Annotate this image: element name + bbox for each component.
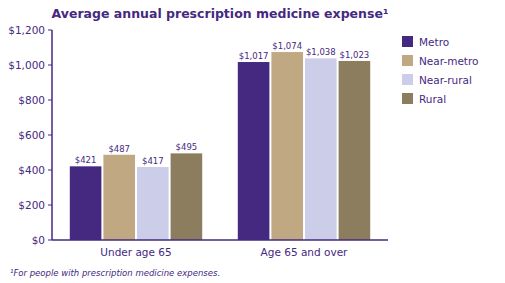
bar <box>339 61 371 240</box>
legend-swatch <box>402 36 413 47</box>
y-tick-label: $1,000 <box>8 59 45 71</box>
data-label: $417 <box>142 156 164 166</box>
x-tick-label: Age 65 and over <box>261 246 349 258</box>
legend-label: Metro <box>419 36 449 48</box>
bar <box>305 58 337 240</box>
footnote: ¹For people with prescription medicine e… <box>10 268 220 278</box>
y-tick-label: $400 <box>18 164 45 176</box>
legend-label: Near-rural <box>419 74 472 86</box>
data-label: $1,038 <box>306 47 336 57</box>
y-tick-label: $1,200 <box>8 24 45 36</box>
x-tick-label: Under age 65 <box>100 246 171 258</box>
bar <box>70 166 102 240</box>
y-tick-label: $800 <box>18 94 45 106</box>
y-tick-label: $200 <box>18 199 45 211</box>
legend-label: Rural <box>419 93 446 105</box>
legend-swatch <box>402 74 413 85</box>
legend-swatch <box>402 93 413 104</box>
x-axis <box>52 239 388 241</box>
data-label: $495 <box>176 142 198 152</box>
bar <box>238 62 270 240</box>
data-labels: $421 $487 $417 $495 $1,017$1,074 $1,038 $1,023 <box>75 41 369 166</box>
bars <box>70 52 370 240</box>
title: Average annual prescription medicine exp… <box>52 6 389 21</box>
data-label: $1,023 <box>340 50 370 60</box>
data-label: $1,074 <box>272 41 302 51</box>
data-label: $487 <box>108 144 130 154</box>
y-tick-label: $600 <box>18 129 45 141</box>
bar <box>171 153 203 240</box>
legend-label: Near-metro <box>419 55 479 67</box>
data-label: $1,017 <box>239 51 269 61</box>
y-axis <box>51 30 53 240</box>
data-label: $421 <box>75 155 97 165</box>
legend-swatch <box>402 55 413 66</box>
y-tick-label: $0 <box>32 234 45 246</box>
bar <box>103 155 135 240</box>
bar <box>137 167 169 240</box>
bar <box>271 52 303 240</box>
